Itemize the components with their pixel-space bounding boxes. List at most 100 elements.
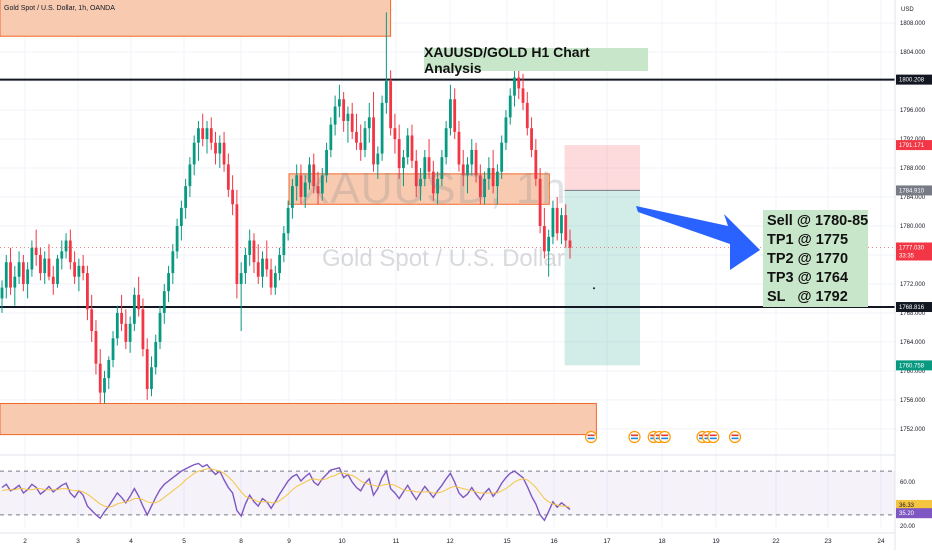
- candle-body: [282, 233, 286, 255]
- candle-body: [517, 77, 521, 89]
- candle-body: [564, 215, 568, 241]
- price-label-bg: [896, 74, 932, 85]
- horizontal-lines: [0, 78, 895, 309]
- candle-body: [248, 240, 252, 255]
- event-flag-stripe: [731, 437, 739, 440]
- time-tick-label: 11: [393, 538, 400, 545]
- candle-body: [103, 378, 106, 393]
- time-tick-label: 22: [772, 538, 780, 545]
- candle-body: [312, 164, 316, 187]
- price-tick-label: 1796.000: [900, 108, 926, 114]
- rsi-ma-line: [1, 468, 571, 508]
- candle-body: [286, 207, 290, 234]
- symbol-legend[interactable]: Gold Spot / U.S. Dollar, 1h, OANDA: [4, 5, 115, 12]
- candle-body: [436, 178, 440, 194]
- candle-body: [107, 360, 111, 379]
- candle-body: [568, 240, 572, 248]
- event-flag-stripe: [587, 434, 595, 437]
- arrow-icon: [636, 206, 760, 270]
- candle-body: [397, 139, 401, 169]
- candle-body: [256, 262, 260, 277]
- candle-body: [538, 178, 542, 226]
- candle-body: [384, 81, 388, 103]
- price-label-bg: [896, 360, 932, 371]
- time-tick-label: 16: [550, 538, 558, 545]
- candle-body: [205, 128, 209, 140]
- candle-body: [269, 269, 273, 288]
- rsi-line: [1, 462, 571, 522]
- zone-rect: [0, 402, 597, 436]
- candle-body: [162, 291, 166, 313]
- price-label-bg: [896, 140, 932, 151]
- candle-body: [132, 294, 136, 324]
- candle-body: [495, 171, 499, 187]
- candle-body: [226, 164, 230, 190]
- candle-body: [410, 135, 414, 161]
- candle-body: [128, 323, 132, 342]
- candle-body: [333, 106, 337, 125]
- candle-body: [30, 247, 34, 270]
- candle-body: [137, 294, 141, 310]
- time-tick-label: 12: [446, 538, 454, 545]
- candle-body: [218, 142, 222, 154]
- price-tick-label: 1780.000: [900, 224, 926, 230]
- candle-body: [372, 117, 375, 165]
- candle-body: [406, 135, 410, 158]
- candle-body: [141, 309, 145, 350]
- candle-body: [111, 338, 115, 361]
- watermark-description: Gold Spot / U.S. Dollar: [322, 245, 565, 272]
- candle-body: [547, 236, 551, 252]
- candle-body: [47, 258, 51, 277]
- price-label-text: 1791.171: [899, 143, 925, 149]
- candle-body: [444, 128, 448, 158]
- candle-body: [402, 157, 405, 169]
- event-flag-stripe: [709, 437, 717, 440]
- price-label-bg: [896, 185, 932, 196]
- candle-body: [278, 254, 281, 274]
- event-flag-icon: [728, 430, 742, 444]
- price-axis[interactable]: USD1808.0001804.0001800.0001796.0001792.…: [894, 0, 932, 550]
- candle-body: [367, 117, 371, 129]
- candle-body: [222, 142, 226, 165]
- candle-body: [9, 262, 12, 288]
- event-flag-stripe: [631, 437, 638, 440]
- candle-body: [542, 226, 546, 252]
- time-tick-label: 3: [76, 538, 80, 545]
- candle-body: [457, 131, 461, 165]
- candle-body: [34, 247, 38, 255]
- candle-body: [188, 164, 192, 187]
- short-position-tool[interactable]: [564, 145, 640, 366]
- time-tick-label: 5: [182, 538, 186, 545]
- candle-body: [81, 265, 85, 274]
- stop-loss-area: [564, 145, 640, 191]
- candle-body: [235, 204, 239, 284]
- event-flag-stripe: [731, 434, 739, 437]
- candle-body: [350, 113, 354, 132]
- candle-body: [244, 254, 247, 274]
- candle-body: [201, 128, 205, 140]
- candle-body: [154, 341, 158, 368]
- candle-body: [525, 102, 529, 129]
- currency-label: USD: [901, 7, 914, 13]
- time-axis[interactable]: 2 3 4 5 8 9 10 11 12 15 16 17 18 19 22 23 24: [0, 532, 895, 545]
- candle-body: [179, 207, 183, 226]
- event-flag-stripe: [587, 437, 595, 440]
- candle-body: [197, 128, 200, 143]
- rsi-tick-label: 20.00: [900, 524, 916, 530]
- candle-body: [325, 149, 328, 176]
- time-tick-label: 9: [287, 538, 291, 545]
- candle-body: [209, 128, 213, 143]
- candle-body: [184, 186, 188, 208]
- candle-body: [77, 265, 81, 277]
- price-tick-label: 1772.000: [900, 282, 926, 288]
- candle-body: [98, 363, 102, 393]
- time-tick-label: 17: [603, 538, 611, 545]
- candle-body: [389, 81, 393, 129]
- candle-body: [145, 349, 149, 389]
- event-flag-icon: [658, 430, 671, 444]
- candle-body: [504, 117, 508, 143]
- candle-body: [175, 226, 179, 252]
- candle-body: [90, 309, 94, 332]
- candle-body: [449, 99, 452, 129]
